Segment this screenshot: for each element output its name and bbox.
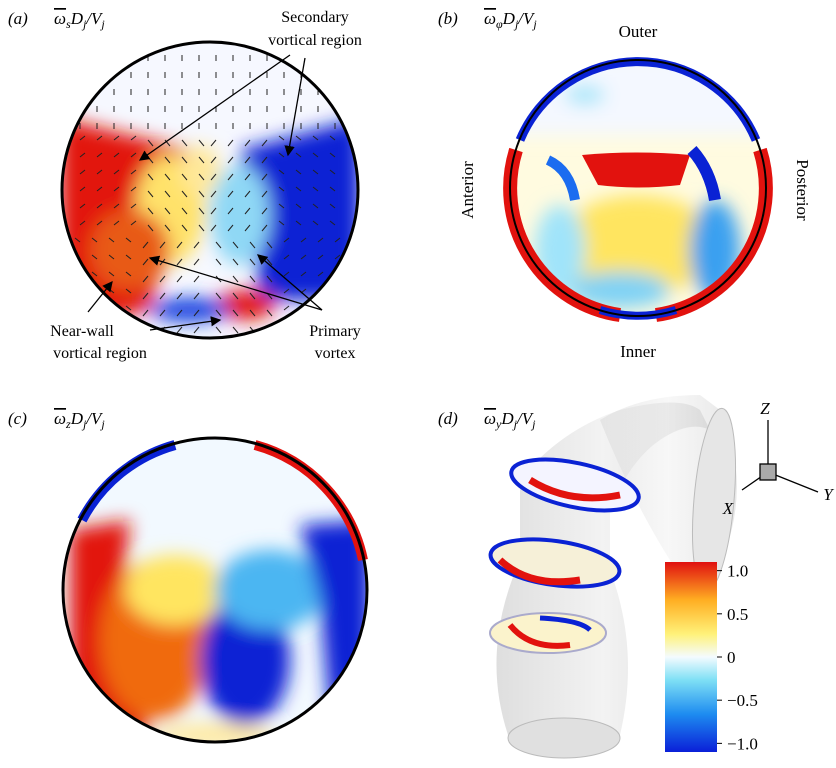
annotation: vortex (315, 345, 356, 362)
velocity-vector (109, 306, 114, 310)
quantity-symbol: ω (484, 409, 496, 428)
annotation: vortical region (268, 32, 362, 49)
quantity-symbol: D (502, 9, 516, 28)
colorbar-tick-label: 0.5 (727, 605, 748, 624)
axis-label: Y (823, 485, 834, 504)
colorbar-tick-label: 0 (727, 648, 736, 667)
axis-triad (742, 420, 818, 492)
velocity-vector (92, 289, 97, 293)
quantity-symbol: ω (484, 9, 496, 28)
quantity-label: ωzDj/Vj (54, 409, 105, 431)
quantity-label: ωsDj/Vj (54, 9, 105, 31)
annotation: Near-wall (50, 323, 114, 340)
annotation: vortical region (53, 345, 147, 362)
velocity-vector (335, 272, 340, 276)
velocity-vector (143, 327, 148, 333)
annotation: Outer (619, 22, 658, 41)
panel-label: (c) (8, 409, 27, 428)
velocity-vector (335, 306, 340, 310)
annotation: Inner (620, 342, 656, 361)
velocity-vector (267, 327, 272, 333)
colorbar-tick-label: −1.0 (727, 734, 758, 753)
axis-label: Z (760, 399, 770, 418)
axis-label: X (722, 499, 734, 518)
velocity-vector (75, 306, 80, 310)
velocity-vector (75, 289, 80, 293)
velocity-vector (301, 323, 306, 327)
annotation: Posterior (793, 159, 812, 221)
colorbar-tick-label: −0.5 (727, 691, 758, 710)
velocity-vector (284, 323, 289, 327)
annotation: Anterior (458, 161, 477, 219)
quantity-label: ωyDj/Vj (484, 409, 536, 431)
panel-label: (b) (438, 9, 458, 28)
colorbar-tick-label: 1.0 (727, 562, 748, 581)
annotation: Secondary (281, 9, 349, 26)
figure: Secondary vortical region Primary vortex… (0, 0, 836, 768)
velocity-vector (75, 272, 80, 276)
velocity-vector (335, 289, 340, 293)
velocity-vector (126, 323, 131, 327)
quantity-label: ωφDj/Vj (484, 9, 537, 31)
quantity-symbol: D (70, 9, 84, 28)
panel-label: (d) (438, 409, 458, 428)
panel-label: (a) (8, 9, 28, 28)
annotation: Primary (309, 323, 361, 340)
quantity-symbol: D (70, 409, 84, 428)
colorbar (665, 562, 717, 752)
quantity-symbol: ω (54, 409, 66, 428)
quantity-symbol: ω (54, 9, 66, 28)
quantity-symbol: D (500, 409, 514, 428)
